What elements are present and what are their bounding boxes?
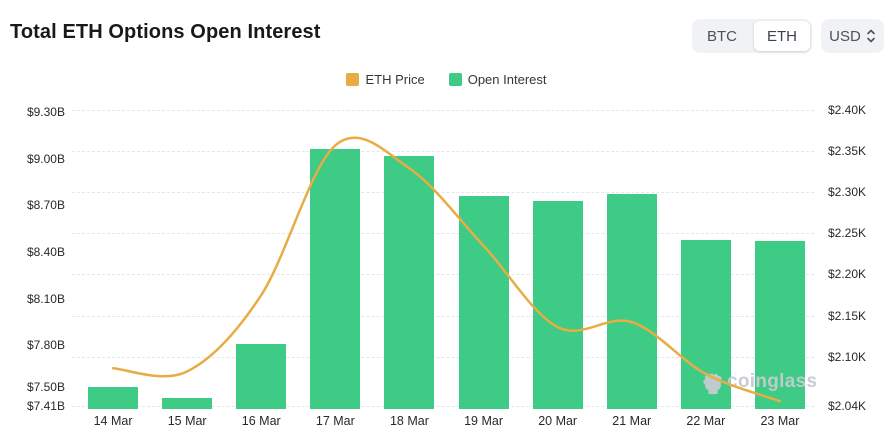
coin-toggle-btc[interactable]: BTC	[694, 21, 750, 51]
open-interest-swatch-icon	[448, 73, 462, 86]
bar-open-interest-16-mar[interactable]	[236, 343, 287, 409]
bar-open-interest-22-mar[interactable]	[680, 239, 731, 409]
eth-price-swatch-icon	[346, 73, 360, 86]
legend-label: ETH Price	[365, 72, 425, 87]
y-axis-label-right: $2.25K	[828, 226, 867, 241]
x-axis-label: 19 Mar	[464, 414, 503, 428]
x-axis-label: 20 Mar	[538, 414, 578, 428]
bar-open-interest-19-mar[interactable]	[458, 196, 509, 409]
y-axis-label-right: $2.30K	[828, 185, 867, 200]
y-axis-label-left: $8.40B	[26, 245, 65, 259]
bar-open-interest-21-mar[interactable]	[606, 194, 657, 409]
page-title: Total ETH Options Open Interest	[10, 21, 321, 43]
y-axis-label-left: $7.41B	[26, 399, 65, 413]
y-axis-label-left: $9.30B	[26, 105, 65, 119]
x-axis-label: 18 Mar	[389, 414, 429, 428]
coin-toggle: BTC ETH	[692, 19, 812, 53]
sort-chevrons-icon	[867, 29, 875, 43]
y-axis-label-left: $7.50B	[26, 380, 65, 394]
legend-label: Open Interest	[467, 72, 547, 87]
gridline	[72, 233, 814, 235]
coin-toggle-eth[interactable]: ETH	[754, 21, 810, 51]
x-axis-label: 14 Mar	[93, 414, 133, 428]
y-axis-label-left: $7.80B	[26, 338, 65, 353]
bar-open-interest-23-mar[interactable]	[754, 241, 805, 409]
y-axis-label-right: $2.15K	[828, 308, 867, 323]
y-axis-label-left: $8.70B	[26, 198, 65, 213]
legend-item-open-interest[interactable]: Open Interest	[448, 72, 547, 87]
y-axis-label-left: $9.00B	[26, 151, 65, 166]
currency-select-value: USD	[829, 27, 861, 45]
gridline	[72, 406, 814, 407]
y-axis-label-right: $2.10K	[828, 349, 867, 364]
y-axis-label-right: $2.04K	[828, 399, 867, 413]
gridline	[72, 110, 814, 111]
x-axis-label: 21 Mar	[612, 414, 652, 428]
bar-open-interest-15-mar[interactable]	[162, 398, 213, 409]
bar-open-interest-20-mar[interactable]	[532, 200, 583, 409]
legend: ETH Price Open Interest	[0, 72, 893, 87]
x-axis-label: 23 Mar	[760, 414, 800, 428]
bar-open-interest-18-mar[interactable]	[384, 155, 435, 409]
y-axis-label-right: $2.20K	[828, 267, 867, 282]
gridline	[72, 151, 814, 153]
y-axis-label-left: $8.10B	[26, 291, 65, 306]
currency-select[interactable]: USD	[821, 19, 884, 53]
x-axis-label: 15 Mar	[167, 414, 207, 428]
gridline	[72, 192, 814, 194]
y-axis-label-right: $2.35K	[828, 144, 867, 159]
bar-open-interest-14-mar[interactable]	[88, 387, 139, 409]
x-axis-label: 17 Mar	[315, 414, 355, 428]
bar-open-interest-17-mar[interactable]	[310, 149, 361, 409]
legend-item-eth-price[interactable]: ETH Price	[346, 72, 425, 87]
y-axis-label-right: $2.40K	[828, 103, 867, 117]
x-axis-label: 16 Mar	[241, 414, 281, 428]
x-axis-label: 22 Mar	[686, 414, 726, 428]
